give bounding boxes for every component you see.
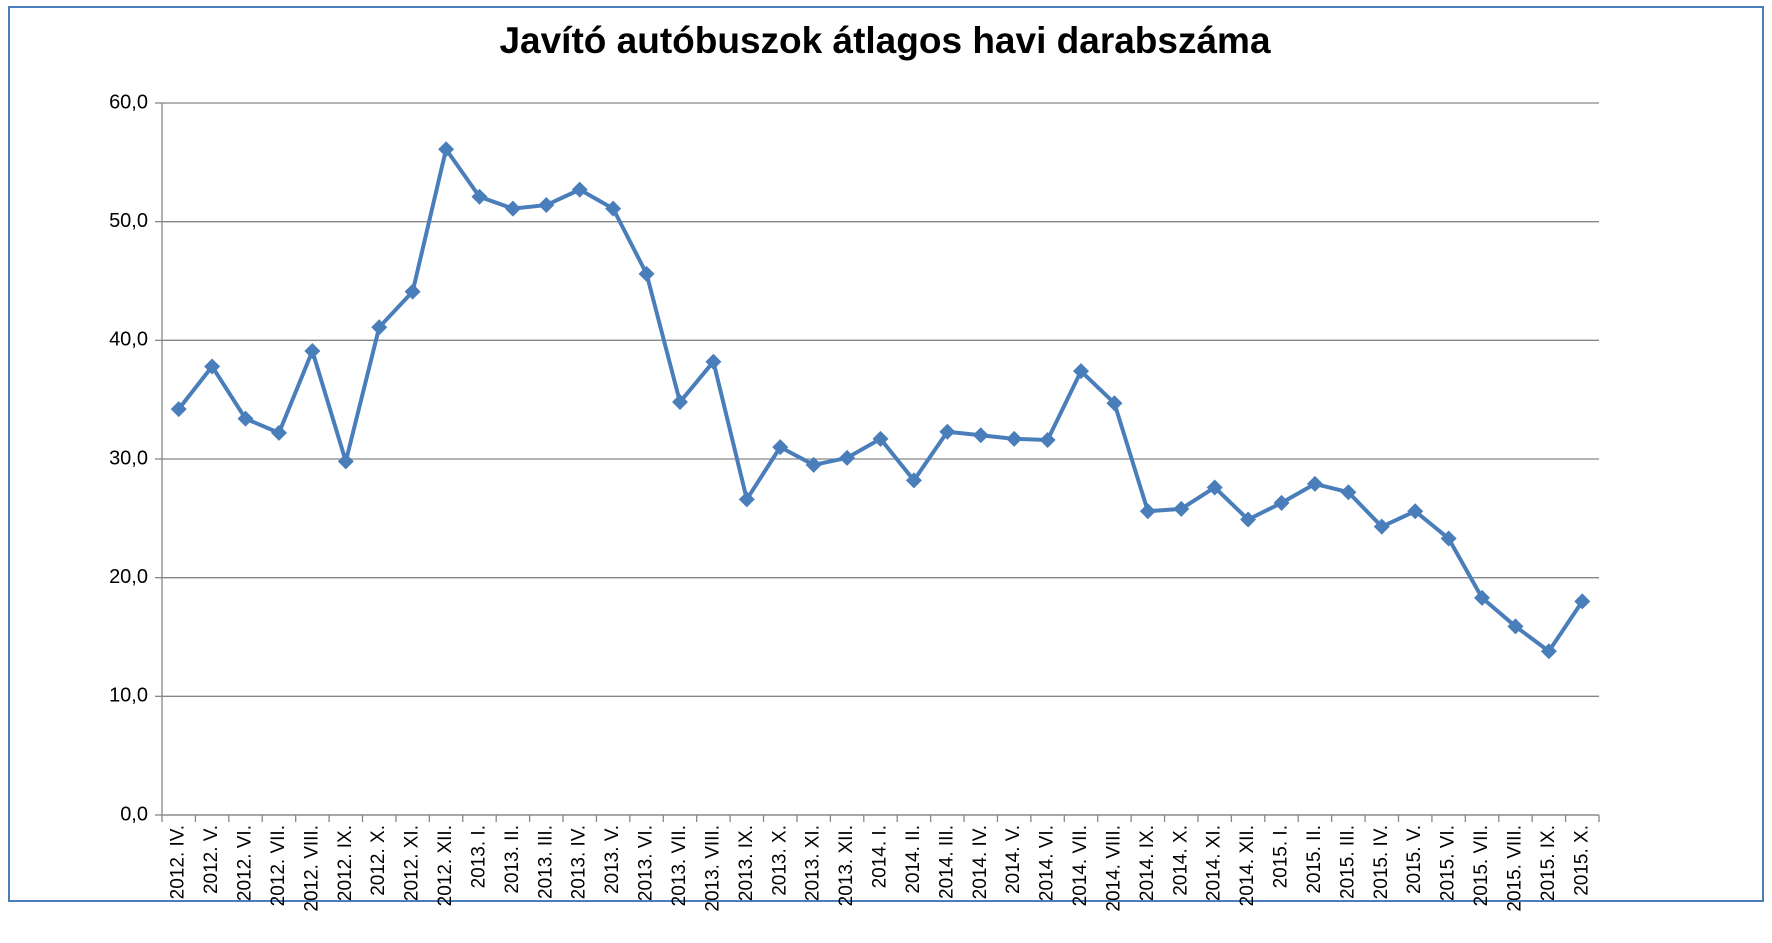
chart-frame <box>9 7 1763 901</box>
marker <box>1140 503 1156 519</box>
chart-title: Javító autóbuszok átlagos havi darabszám… <box>499 20 1270 61</box>
x-tick-label: 2014. XI. <box>1204 825 1225 901</box>
y-tick-label: 50,0 <box>109 210 148 232</box>
series-line <box>179 149 1583 651</box>
marker <box>1040 432 1056 448</box>
marker <box>271 425 287 441</box>
y-tick-label: 40,0 <box>109 329 148 351</box>
x-tick-label: 2014. III. <box>936 825 957 899</box>
x-tick-label: 2012. V. <box>201 825 222 894</box>
marker <box>639 266 655 282</box>
marker <box>505 201 521 217</box>
x-tick-label: 2013. VII. <box>669 825 690 906</box>
x-tick-label: 2013. I. <box>468 825 489 888</box>
marker <box>839 450 855 466</box>
marker <box>973 427 989 443</box>
marker <box>1006 431 1022 447</box>
y-tick-label: 60,0 <box>109 91 148 113</box>
x-tick-label: 2014. V. <box>1003 825 1024 894</box>
x-tick-label: 2012. XII. <box>435 825 456 906</box>
x-tick-label: 2013. III. <box>535 825 556 899</box>
x-tick-label: 2013. VI. <box>636 825 657 901</box>
marker <box>338 453 354 469</box>
x-tick-label: 2013. XII. <box>836 825 857 906</box>
x-tick-label: 2014. IV. <box>970 825 991 899</box>
x-tick-label: 2012. VIII. <box>301 825 322 912</box>
x-tick-label: 2015. VI. <box>1438 825 1459 901</box>
x-tick-label: 2014. II. <box>903 825 924 894</box>
marker <box>1307 476 1323 492</box>
x-tick-label: 2013. X. <box>769 825 790 896</box>
x-tick-label: 2012. IV. <box>168 825 189 899</box>
x-tick-label: 2015. VIII. <box>1504 825 1525 912</box>
x-tick-label: 2012. IX. <box>335 825 356 901</box>
x-tick-label: 2012. X. <box>368 825 389 896</box>
x-tick-label: 2014. X. <box>1170 825 1191 896</box>
x-tick-label: 2014. VII. <box>1070 825 1091 906</box>
x-tick-label: 2014. VI. <box>1037 825 1058 901</box>
x-tick-label: 2013. IX. <box>736 825 757 901</box>
x-tick-label: 2012. XI. <box>402 825 423 901</box>
x-tick-label: 2013. XI. <box>803 825 824 901</box>
x-tick-label: 2015. V. <box>1404 825 1425 894</box>
x-tick-label: 2012. VI. <box>235 825 256 901</box>
marker <box>538 197 554 213</box>
y-tick-label: 10,0 <box>109 685 148 707</box>
y-tick-label: 30,0 <box>109 447 148 469</box>
x-tick-label: 2015. IX. <box>1538 825 1559 901</box>
x-tick-label: 2013. V. <box>602 825 623 894</box>
x-tick-label: 2013. IV. <box>569 825 590 899</box>
x-tick-label: 2014. IX. <box>1137 825 1158 901</box>
x-tick-label: 2015. III. <box>1337 825 1358 899</box>
marker <box>572 182 588 198</box>
x-tick-label: 2013. II. <box>502 825 523 894</box>
x-tick-label: 2013. VIII. <box>702 825 723 912</box>
x-tick-label: 2015. IV. <box>1371 825 1392 899</box>
x-tick-label: 2012. VII. <box>268 825 289 906</box>
marker <box>605 201 621 217</box>
x-tick-label: 2015. VII. <box>1471 825 1492 906</box>
y-tick-label: 0,0 <box>120 803 148 825</box>
x-tick-label: 2015. II. <box>1304 825 1325 894</box>
x-tick-label: 2014. I. <box>870 825 891 888</box>
marker <box>1274 495 1290 511</box>
x-tick-label: 2015. X. <box>1571 825 1592 896</box>
x-tick-label: 2014. VIII. <box>1103 825 1124 912</box>
x-tick-label: 2015. I. <box>1271 825 1292 888</box>
y-tick-label: 20,0 <box>109 566 148 588</box>
marker <box>304 343 320 359</box>
x-tick-label: 2014. XII. <box>1237 825 1258 906</box>
chart: Javító autóbuszok átlagos havi darabszám… <box>0 0 1772 943</box>
